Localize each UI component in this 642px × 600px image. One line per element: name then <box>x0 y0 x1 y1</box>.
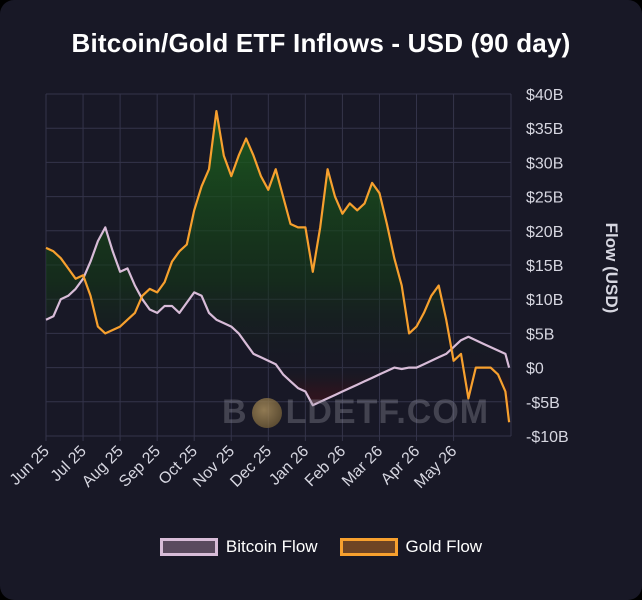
y-tick-label: $5B <box>526 326 554 343</box>
x-tick-label: May 26 <box>411 443 460 492</box>
x-tick-label: Sep 25 <box>116 443 164 491</box>
legend-swatch-gold <box>339 538 398 556</box>
y-axis-title: Flow (USD) <box>602 223 621 314</box>
y-tick-label: $20B <box>526 224 563 241</box>
series-line-gold <box>45 109 511 423</box>
y-tick-label: $35B <box>526 121 563 138</box>
chart-title: Bitcoin/Gold ETF Inflows - USD (90 day) <box>71 28 571 58</box>
legend-item-bitcoin[interactable]: Bitcoin Flow <box>159 537 318 557</box>
legend: Bitcoin Flow Gold Flow <box>0 537 642 557</box>
series-line-bitcoin <box>45 226 511 407</box>
legend-swatch-bitcoin <box>159 538 218 556</box>
legend-item-gold[interactable]: Gold Flow <box>339 537 483 557</box>
y-tick-label: $10B <box>526 292 563 309</box>
y-tick-label: $30B <box>526 155 563 172</box>
x-tick-label: Mar 26 <box>339 443 386 490</box>
coin-icon <box>251 397 282 428</box>
legend-label-gold: Gold Flow <box>405 537 483 556</box>
y-tick-label: $0 <box>526 361 544 378</box>
area-between-series <box>46 111 510 423</box>
x-tick-label: Jun 25 <box>7 443 53 489</box>
x-tick-label: Feb 26 <box>302 443 349 490</box>
y-tick-label: $40B <box>526 87 563 104</box>
watermark: B LDETF.COM <box>222 393 489 432</box>
area-fill <box>46 111 510 423</box>
legend-label-bitcoin: Bitcoin Flow <box>225 537 318 556</box>
y-axis-ticks: $40B $35B $30B $25B $20B $15B $10B $5B $0 -$5B -$1… <box>526 87 569 446</box>
watermark-text-left: B <box>222 393 248 431</box>
y-tick-label: -$10B <box>526 429 569 446</box>
y-tick-label: $25B <box>526 190 563 207</box>
series-lines <box>45 109 511 423</box>
x-tick-label: Dec 25 <box>227 443 275 491</box>
y-tick-label: $15B <box>526 258 563 275</box>
y-tick-label: -$5B <box>526 395 560 412</box>
watermark-text-right: LDETF.COM <box>285 393 490 431</box>
